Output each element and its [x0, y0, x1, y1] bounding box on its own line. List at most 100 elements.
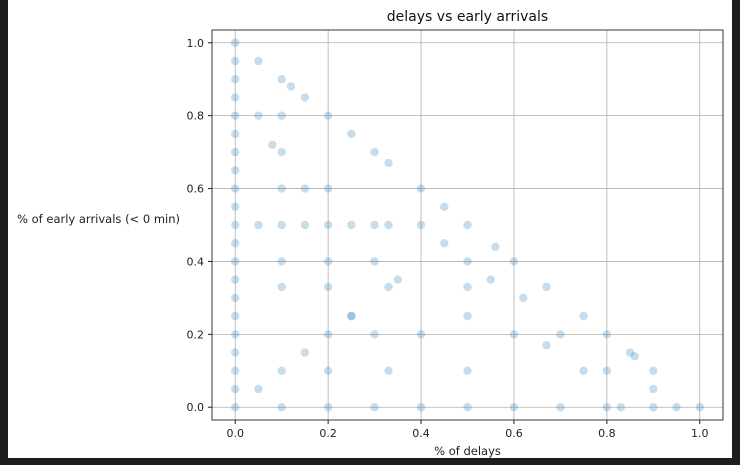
data-point: [277, 366, 286, 375]
data-point: [602, 366, 612, 375]
data-point: [231, 311, 240, 321]
data-point: [416, 330, 426, 339]
data-point: [556, 330, 565, 339]
data-point: [463, 282, 472, 292]
data-point: [231, 275, 240, 284]
data-point: [625, 348, 635, 357]
data-point: [277, 147, 286, 157]
data-point: [323, 184, 333, 193]
data-point: [323, 366, 333, 375]
data-point: [231, 239, 240, 248]
data-point: [277, 220, 286, 230]
points: [231, 38, 704, 412]
data-point: [300, 220, 310, 230]
data-point: [384, 282, 393, 292]
data-point: [416, 403, 426, 412]
figure: 0.0 0.2 0.4 0.6 0.8 1.0 0.0 0.2 0.4 0.6 0.8 1.0 del…: [8, 0, 732, 458]
data-point: [323, 111, 333, 120]
data-point: [370, 220, 379, 230]
data-point: [277, 111, 286, 120]
data-point: [347, 129, 356, 139]
y-tick-label: 1.0: [187, 37, 205, 50]
data-point: [231, 56, 240, 66]
data-point: [384, 220, 393, 230]
y-tick-label: 0.6: [187, 183, 205, 196]
data-point: [556, 403, 565, 412]
data-point: [347, 220, 356, 230]
data-point: [509, 257, 519, 266]
data-point: [231, 257, 240, 266]
data-point: [649, 384, 658, 394]
data-point: [231, 184, 240, 193]
data-point: [231, 202, 240, 211]
data-point: [231, 75, 240, 84]
data-point: [602, 330, 612, 339]
y-tick-label: 0.0: [187, 401, 205, 414]
data-point: [231, 38, 240, 47]
plot-frame: [211, 29, 724, 421]
data-point: [630, 352, 639, 361]
data-point: [509, 403, 519, 412]
data-point: [286, 82, 296, 91]
data-point: [440, 202, 449, 211]
data-point: [463, 257, 472, 266]
chart-title: delays vs early arrivals: [387, 9, 548, 25]
data-point: [602, 403, 612, 412]
data-point: [231, 403, 240, 412]
data-point: [370, 257, 379, 266]
data-point: [370, 403, 379, 412]
data-point: [231, 111, 240, 120]
data-point: [370, 147, 379, 157]
data-point: [416, 220, 426, 230]
data-point: [384, 366, 393, 375]
data-point: [323, 330, 333, 339]
data-point: [323, 257, 333, 266]
data-point: [393, 275, 403, 284]
data-point: [519, 293, 528, 303]
x-tick-label: 0.6: [505, 427, 523, 440]
data-point: [323, 220, 333, 230]
data-point: [277, 403, 286, 412]
data-point: [695, 403, 704, 412]
data-point: [579, 311, 588, 321]
data-point: [300, 93, 310, 102]
x-tick-label: 1.0: [691, 427, 709, 440]
y-axis-label: % of early arrivals (< 0 min): [17, 212, 180, 226]
x-tick-label: 0.2: [319, 427, 337, 440]
data-point: [231, 220, 240, 230]
data-point: [463, 220, 472, 230]
data-point: [509, 330, 519, 339]
ticks: 0.0 0.2 0.4 0.6 0.8 1.0 0.0 0.2 0.4 0.6 0.8 1.0: [187, 37, 709, 440]
x-tick-label: 0.0: [226, 427, 244, 440]
data-point: [231, 384, 240, 394]
data-point: [347, 311, 356, 321]
data-point: [542, 341, 551, 350]
data-point: [486, 275, 495, 284]
data-point: [231, 93, 240, 102]
data-point: [254, 384, 263, 394]
data-point: [463, 403, 472, 412]
data-point: [463, 311, 472, 321]
data-point: [231, 330, 240, 339]
data-point: [416, 184, 426, 193]
x-axis-label: % of delays: [434, 444, 501, 458]
data-point: [300, 184, 310, 193]
data-point: [268, 140, 277, 150]
y-tick-label: 0.4: [187, 255, 205, 268]
y-tick-label: 0.8: [187, 110, 205, 123]
data-point: [277, 184, 286, 193]
data-point: [231, 348, 240, 357]
data-point: [231, 293, 240, 303]
data-point: [323, 282, 333, 292]
data-point: [300, 348, 310, 357]
data-point: [616, 403, 625, 412]
data-point: [277, 75, 286, 84]
data-point: [649, 366, 658, 375]
data-point: [254, 111, 263, 120]
data-point: [231, 129, 240, 139]
data-point: [231, 366, 240, 375]
data-point: [370, 330, 379, 339]
data-point: [231, 147, 240, 157]
data-point: [254, 56, 263, 66]
data-point: [384, 158, 393, 168]
